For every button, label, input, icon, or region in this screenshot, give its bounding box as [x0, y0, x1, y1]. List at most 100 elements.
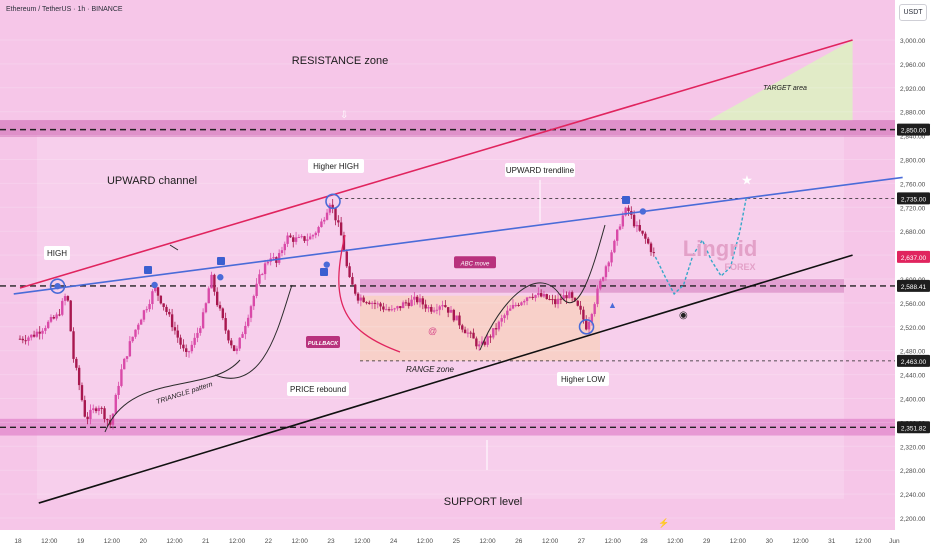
x-tick-label: 27: [578, 538, 586, 545]
candle-body: [162, 303, 165, 307]
rocket-icon: ▲: [608, 300, 617, 310]
x-tick-label: 12:00: [855, 538, 872, 545]
black-channel-bottom-line[interactable]: [38, 254, 853, 504]
x-tick-label: 12:00: [417, 538, 434, 545]
channel-pointer: [169, 244, 179, 251]
candle-body: [413, 296, 416, 300]
candle-body: [255, 283, 258, 296]
x-tick-label: 19: [77, 538, 85, 545]
candle-body: [441, 305, 444, 307]
candle-body: [306, 239, 309, 241]
candle-body: [427, 306, 430, 309]
candle-body: [86, 416, 89, 420]
candle-body: [562, 295, 565, 300]
candle-body: [435, 309, 439, 311]
candle-body: [379, 303, 382, 307]
candle-body: [407, 302, 410, 307]
candle-body: [446, 307, 450, 313]
price-marker[interactable]: [897, 279, 930, 292]
candle-body: [635, 225, 639, 227]
candle-body: [601, 277, 605, 281]
candle-body: [238, 337, 241, 349]
candle-body: [365, 302, 368, 304]
candle-body: [438, 306, 441, 310]
candle-body: [55, 314, 58, 319]
candle-body: [131, 336, 134, 342]
candle-body: [339, 222, 343, 236]
candle-body: [314, 232, 317, 236]
candle-body: [142, 310, 146, 320]
candle-body: [368, 302, 371, 305]
candle-body: [170, 314, 174, 328]
candle-body: [111, 413, 115, 425]
y-tick-label: 2,240.00: [900, 492, 926, 499]
price-marker[interactable]: [897, 354, 930, 367]
higher-low-label: Higher LOW: [561, 375, 605, 384]
candle-body: [52, 317, 56, 319]
candle-body: [221, 308, 225, 319]
candle-body: [385, 309, 388, 311]
candle-body: [292, 237, 295, 242]
y-tick-label: 2,560.00: [900, 301, 926, 308]
price-marker[interactable]: [897, 123, 930, 136]
upward-trendline-label-box: [505, 163, 575, 177]
target-area-zone: [708, 40, 853, 121]
candle-body: [641, 230, 644, 234]
candle-body: [531, 296, 534, 298]
candle-body: [534, 295, 537, 298]
candle-body: [106, 419, 109, 421]
x-tick-label: 18: [14, 538, 22, 545]
price-marker[interactable]: [897, 421, 930, 434]
candle-body: [21, 338, 25, 341]
candle-body: [41, 330, 44, 334]
y-tick-label: 2,440.00: [900, 373, 926, 380]
candle-body: [638, 225, 641, 231]
candle-body: [280, 250, 284, 254]
price-axis-panel[interactable]: [895, 0, 932, 550]
candle-body: [325, 212, 329, 220]
candle-body: [235, 348, 239, 351]
time-axis-panel[interactable]: [0, 530, 895, 550]
event-flag-icon[interactable]: [217, 257, 225, 265]
symbol-header[interactable]: Ethereum / TetherUS · 1h · BINANCE: [6, 6, 123, 13]
candle-body: [58, 314, 61, 316]
event-flag-icon[interactable]: [320, 268, 328, 276]
candle-body: [196, 332, 199, 338]
x-tick-label: Jun: [889, 538, 900, 545]
price-marker[interactable]: [897, 192, 930, 205]
candle-body: [351, 277, 354, 285]
candle-body: [154, 287, 157, 292]
candle-body: [618, 226, 622, 230]
candle-body: [323, 219, 326, 222]
candle-body: [210, 274, 213, 289]
candle-body: [430, 306, 433, 312]
price-marker-label: 2,637.00: [901, 255, 927, 262]
blue-trendline-line[interactable]: [13, 176, 903, 295]
candle-body: [469, 332, 472, 334]
currency-button[interactable]: USDT: [899, 4, 927, 21]
x-tick-label: 12:00: [229, 538, 246, 545]
candle-body: [24, 340, 27, 342]
candle-body: [646, 238, 650, 244]
high-label-box: [44, 246, 70, 260]
candle-body: [537, 293, 540, 296]
pullback-label: PULLBACK: [308, 341, 339, 347]
pullback-tag: [306, 336, 340, 348]
candle-body: [458, 315, 461, 326]
down-arrow-icon: ⇩: [340, 110, 348, 121]
trendline-touch-point: [54, 282, 61, 290]
candle-body: [35, 331, 39, 337]
lightning-icon: ⚡: [658, 517, 669, 529]
event-flag-icon[interactable]: [622, 196, 630, 204]
candle-body: [590, 314, 594, 322]
x-tick-label: 23: [327, 538, 335, 545]
candle-body: [621, 215, 625, 227]
candle-body: [410, 299, 413, 307]
red-channel-top-line[interactable]: [19, 39, 853, 289]
candle-body: [249, 306, 253, 318]
price-marker[interactable]: [897, 250, 930, 263]
target-area-label: TARGET area: [763, 85, 807, 92]
event-flag-icon[interactable]: [144, 266, 152, 274]
candle-body: [168, 311, 171, 315]
